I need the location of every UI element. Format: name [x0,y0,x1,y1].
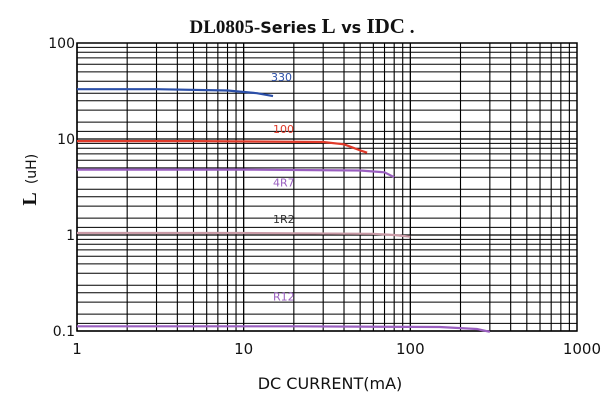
series-line-r12 [77,325,491,333]
x-tick-label: 100 [396,340,425,358]
series-label-100: 100 [273,123,294,136]
y-axis-label-unit: (uH) [24,154,40,184]
chart-title: DL0805-Series L vs IDC . [190,14,415,38]
x-tick-label: 10 [234,340,253,358]
series-label-r12: R12 [273,290,295,303]
y-tick-label: 0.1 [53,324,75,340]
series-line-4r7 [77,168,395,179]
x-tick-label: 1000 [563,340,601,358]
y-tick-label: 100 [48,36,75,52]
y-tick-label: 1 [66,228,75,244]
x-tick-labels: 1 10 100 1000 [72,340,601,358]
plot-frame [76,42,578,332]
y-tick-labels: 0.1 1 10 100 [48,36,75,340]
series-group: 330 100 4R7 1R2 R12 [77,71,491,333]
x-axis-label: DC CURRENT(mA) [258,374,403,393]
series-label-1r2: 1R2 [273,213,295,226]
series-label-4r7: 4R7 [273,176,295,189]
series-line-1r2 [77,231,411,238]
y-tick-label: 10 [57,132,75,148]
series-line-100 [77,140,368,154]
x-tick-label: 1 [72,340,82,358]
chart-grid [76,43,577,332]
series-line-330 [77,88,274,98]
series-label-330: 330 [271,71,292,84]
y-axis-label: L (uH) [19,154,41,206]
y-axis-label-main: L [19,192,41,205]
chart-title-text: DL0805-Series L vs IDC . [190,14,415,38]
